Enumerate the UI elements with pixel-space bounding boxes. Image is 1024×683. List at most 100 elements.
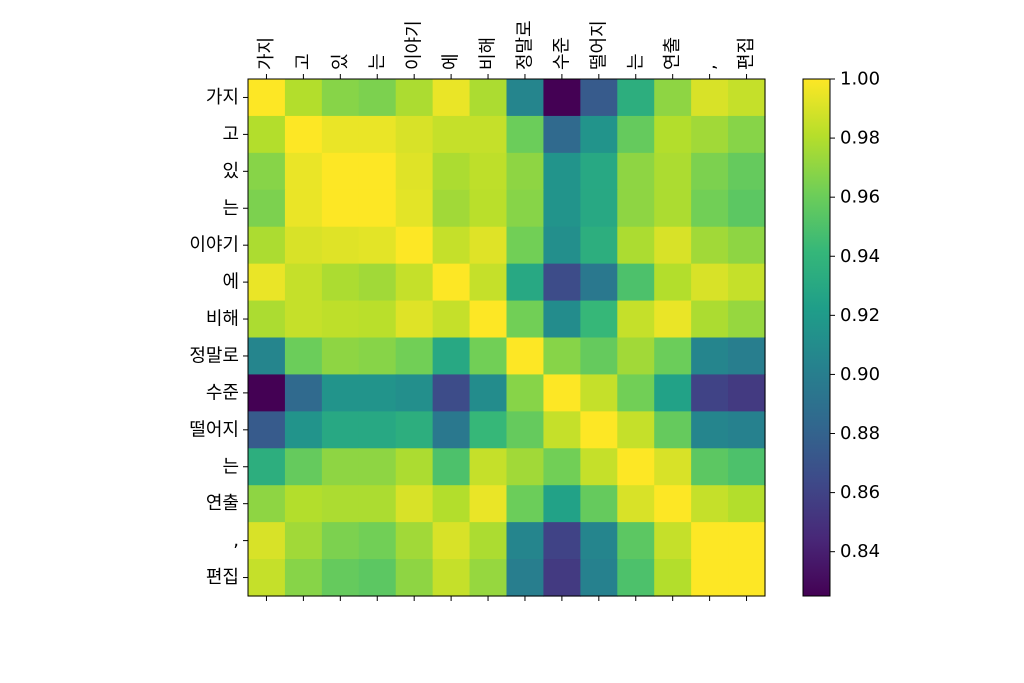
heatmap-cell	[617, 152, 655, 191]
heatmap-cell	[469, 485, 508, 523]
heatmap-cell	[506, 263, 545, 302]
x-tick-label: 떨어지	[588, 20, 609, 70]
heatmap-cell	[395, 522, 434, 560]
heatmap-cell	[248, 411, 286, 449]
heatmap-cell	[654, 300, 692, 339]
y-tick-label: 에	[222, 272, 239, 293]
heatmap-cell	[506, 79, 545, 117]
heatmap-cell	[432, 189, 471, 228]
heatmap-cell	[469, 337, 508, 376]
heatmap-cell	[395, 263, 434, 302]
heatmap-cell	[580, 374, 618, 412]
heatmap-cell	[543, 411, 581, 449]
y-tick-label: 수준	[206, 382, 239, 403]
heatmap-cell	[728, 485, 766, 523]
heatmap-cell	[506, 559, 545, 597]
heatmap-cell	[580, 152, 618, 191]
heatmap-cell	[617, 115, 655, 154]
heatmap-cell	[358, 374, 397, 412]
heatmap-cell	[728, 411, 766, 449]
heatmap-cell	[506, 115, 545, 154]
heatmap-cell	[284, 226, 323, 265]
heatmap-cell	[543, 522, 581, 560]
heatmap-cell	[469, 411, 508, 449]
heatmap-cell	[395, 374, 434, 412]
heatmap-cell	[543, 300, 581, 339]
heatmap-frame	[247, 78, 766, 597]
x-tick-label: 에	[441, 53, 462, 70]
heatmap-cell	[543, 337, 581, 376]
y-tick-label: 편집	[206, 567, 239, 588]
heatmap-cell	[543, 115, 581, 154]
heatmap-cell	[506, 226, 545, 265]
heatmap-cell	[432, 152, 471, 191]
heatmap-cell	[321, 411, 360, 449]
heatmap-cell	[543, 263, 581, 302]
heatmap-cell	[691, 448, 729, 486]
y-tick-label: 비해	[206, 309, 239, 330]
heatmap-cell	[654, 152, 692, 191]
heatmap-cell	[580, 226, 618, 265]
heatmap-cell	[469, 79, 508, 117]
heatmap-cell	[580, 189, 618, 228]
heatmap-cell	[506, 411, 545, 449]
heatmap-cell	[395, 448, 434, 486]
heatmap-cell	[321, 374, 360, 412]
colorbar-tick-label: 1.00	[840, 69, 880, 90]
y-tick-label: 있	[222, 161, 239, 182]
heatmap-cell	[580, 337, 618, 376]
heatmap-cell	[358, 522, 397, 560]
heatmap-cell	[395, 189, 434, 228]
colorbar-ticks: 0.84 0.86 0.88 0.90 0.92 0.94 0.96 0.98 1.00	[830, 69, 880, 562]
heatmap-cell	[617, 448, 655, 486]
heatmap-cell	[248, 522, 286, 560]
heatmap-cell	[284, 300, 323, 339]
heatmap-cell	[728, 79, 766, 117]
x-tick-label: 비해	[478, 37, 499, 70]
heatmap-cell	[617, 189, 655, 228]
heatmap-cell	[432, 448, 471, 486]
heatmap-cell	[284, 337, 323, 376]
heatmap-cell	[469, 300, 508, 339]
heatmap-cell	[617, 79, 655, 117]
heatmap-cell	[284, 411, 323, 449]
heatmap-cell	[395, 559, 434, 597]
heatmap-cell	[248, 189, 286, 228]
heatmap-cell	[543, 226, 581, 265]
heatmap-cell	[432, 411, 471, 449]
heatmap-cell	[358, 115, 397, 154]
heatmap-cell	[580, 559, 618, 597]
heatmap-cell	[248, 374, 286, 412]
heatmap-cell	[617, 411, 655, 449]
heatmap-cell	[543, 448, 581, 486]
colorbar-tick-label: 0.84	[840, 541, 880, 562]
heatmap-cell	[321, 115, 360, 154]
heatmap-cell	[617, 522, 655, 560]
heatmap-cell	[284, 152, 323, 191]
heatmap-cell	[617, 226, 655, 265]
heatmap-cell	[358, 79, 397, 117]
y-tick-label: 는	[222, 198, 239, 219]
heatmap-cell	[358, 189, 397, 228]
heatmap-cell	[432, 485, 471, 523]
heatmap-cell	[395, 79, 434, 117]
heatmap-cell	[654, 485, 692, 523]
heatmap-cell	[395, 152, 434, 191]
heatmap-cell	[321, 522, 360, 560]
y-tick-label: 연출	[206, 493, 239, 514]
heatmap-cell	[506, 152, 545, 191]
x-tick-label: ,	[699, 64, 720, 70]
heatmap-cell	[728, 300, 766, 339]
heatmap-cell	[432, 79, 471, 117]
heatmap-cell	[432, 374, 471, 412]
heatmap-cell	[321, 226, 360, 265]
y-tick-label: 이야기	[189, 235, 239, 256]
heatmap-cell	[543, 559, 581, 597]
heatmap-cell	[617, 337, 655, 376]
heatmap-cell	[284, 189, 323, 228]
heatmap-cell	[617, 300, 655, 339]
heatmap-cell	[506, 448, 545, 486]
heatmap-cell	[728, 189, 766, 228]
